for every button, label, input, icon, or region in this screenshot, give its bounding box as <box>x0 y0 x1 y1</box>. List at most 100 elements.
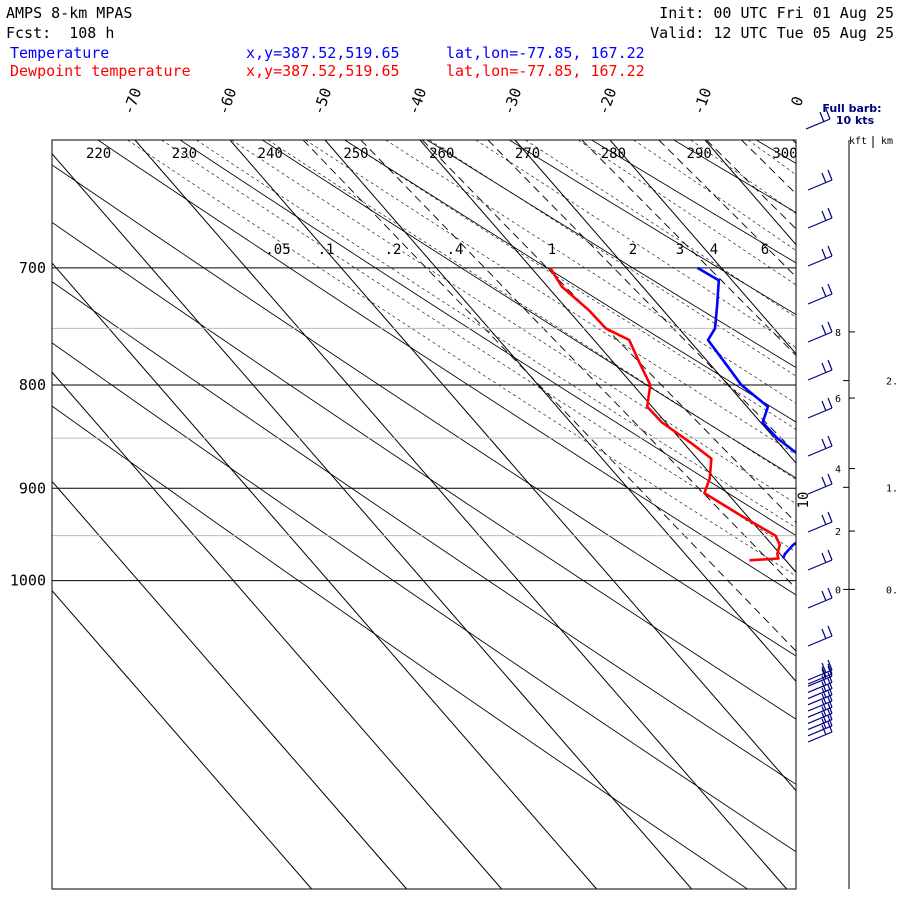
dry-adiabat-line <box>52 281 796 785</box>
mixing-ratio-label: .1 <box>318 242 335 258</box>
valid-time: Valid: 12 UTC Tue 05 Aug 25 <box>650 24 894 42</box>
wind-barb-shaft <box>807 217 833 229</box>
plot-frame <box>51 139 797 890</box>
wind-barb <box>807 435 833 457</box>
dry-adiabat-line <box>52 405 749 889</box>
wind-barb-shaft <box>807 675 833 687</box>
pressure-tick-label: 900 <box>19 479 46 497</box>
wind-barb <box>807 321 833 343</box>
dewpoint-legend-label: Dewpoint temperature <box>10 62 191 80</box>
wind-barb-flag <box>827 696 833 708</box>
wind-barb <box>807 207 833 229</box>
isotherm-tick-label: -50 <box>309 85 335 117</box>
wind-barb-shaft <box>807 681 833 693</box>
wind-barb <box>807 703 833 724</box>
isotherm-tick-label: -10 <box>689 85 715 117</box>
wind-barb-flag <box>827 665 833 677</box>
height-axis-kft-label: kft <box>849 136 867 147</box>
wind-barb-shaft <box>807 293 833 305</box>
dry-adiabat-label: 240 <box>258 146 283 162</box>
wind-barb <box>805 108 831 130</box>
wind-barb-flag <box>821 514 827 526</box>
isobars <box>52 267 796 582</box>
wind-barb <box>807 721 833 743</box>
wind-barb-flag <box>825 108 831 120</box>
height-kft-tick-label: 2 <box>835 527 841 538</box>
wind-barb-flag <box>827 690 833 702</box>
wind-barb <box>807 397 833 419</box>
thermo-grid <box>52 120 900 900</box>
wind-barb-shaft <box>807 331 833 343</box>
moist-adiabat-line <box>804 140 900 880</box>
wind-barb <box>807 709 833 731</box>
isotherm-tick-label: -20 <box>594 85 620 117</box>
isotherm-line <box>324 140 796 683</box>
height-km-tick-label: 2. <box>886 377 898 388</box>
wind-barb-shaft <box>807 719 833 731</box>
wind-barb <box>807 663 833 685</box>
height-kft-tick-label: 4 <box>835 465 841 476</box>
dry-adiabat-line <box>52 164 796 657</box>
mixing-ratio-line <box>421 140 796 524</box>
dry-adiabat-line <box>886 120 900 900</box>
dry-adiabat-line <box>508 140 796 315</box>
wind-barb <box>807 678 833 700</box>
isotherm-line <box>52 589 313 889</box>
wind-barb-flag <box>827 587 833 599</box>
dewpoint-profile-line <box>549 267 782 562</box>
mixing-ratio-line <box>792 140 796 144</box>
wind-barb-shaft <box>807 694 833 706</box>
dry-adiabat-label: 260 <box>429 146 454 162</box>
dry-adiabat-label: 290 <box>687 146 712 162</box>
moist-adiabat-line <box>578 140 796 286</box>
wind-barb-shaft <box>807 706 833 718</box>
wind-barb <box>807 690 833 712</box>
wind-barb-flag <box>827 678 833 689</box>
moist-adiabat-line <box>429 140 796 377</box>
isotherm-tick-label: -40 <box>404 85 430 117</box>
mixing-ratio-label: 3 <box>676 242 684 258</box>
isotherm-line <box>52 371 503 889</box>
mixing-ratio-line <box>581 140 796 357</box>
dry-adiabat-label: 270 <box>515 146 540 162</box>
isotherm-line <box>134 140 788 889</box>
wind-barb-flag <box>821 668 827 680</box>
moist-adiabat-line <box>747 140 796 176</box>
wind-barb-flag <box>821 712 827 723</box>
wind-barb-shaft <box>807 700 833 712</box>
temperature-legend-label: Temperature <box>10 44 110 62</box>
dry-adiabat-line <box>261 140 796 479</box>
wind-barb-flag <box>821 362 827 374</box>
isotherm-line <box>609 140 796 355</box>
wind-barb-flag <box>821 590 827 602</box>
init-time: Init: 00 UTC Fri 01 Aug 25 <box>659 4 894 22</box>
wind-barb-flag <box>827 549 833 561</box>
dry-adiabat-line <box>52 342 796 853</box>
isotherm-line <box>800 140 900 889</box>
wind-barb-flag <box>821 476 827 488</box>
wind-barb-shaft <box>807 731 833 743</box>
wind-barb-shaft <box>807 725 833 737</box>
wind-barb-flag <box>827 435 833 447</box>
wind-barb-flag <box>827 245 833 257</box>
moist-adiabat-line <box>267 140 796 480</box>
dry-adiabat-label: 230 <box>172 146 197 162</box>
wind-barb-flag <box>827 359 833 371</box>
wind-barb-flag <box>821 666 827 678</box>
wind-barb <box>807 587 833 609</box>
isotherm-line <box>895 140 900 889</box>
wind-barb-flag <box>821 400 827 412</box>
isotherm-line <box>419 140 796 573</box>
side-label: 10 <box>796 492 812 509</box>
wind-barb-shaft <box>805 118 831 130</box>
isotherm-tick-label: -30 <box>499 85 525 117</box>
wind-barb-flag <box>821 172 827 184</box>
wind-barb-flag <box>821 248 827 260</box>
isotherm-tick-label: -70 <box>119 85 145 117</box>
dry-adiabat-label: 300 <box>772 146 797 162</box>
wind-barb-flag <box>827 397 833 409</box>
wind-barb-flag <box>827 715 833 727</box>
dry-adiabat-line <box>804 120 900 900</box>
wind-barb-shaft <box>807 407 833 419</box>
barb-legend-value: 10 kts <box>836 114 875 127</box>
